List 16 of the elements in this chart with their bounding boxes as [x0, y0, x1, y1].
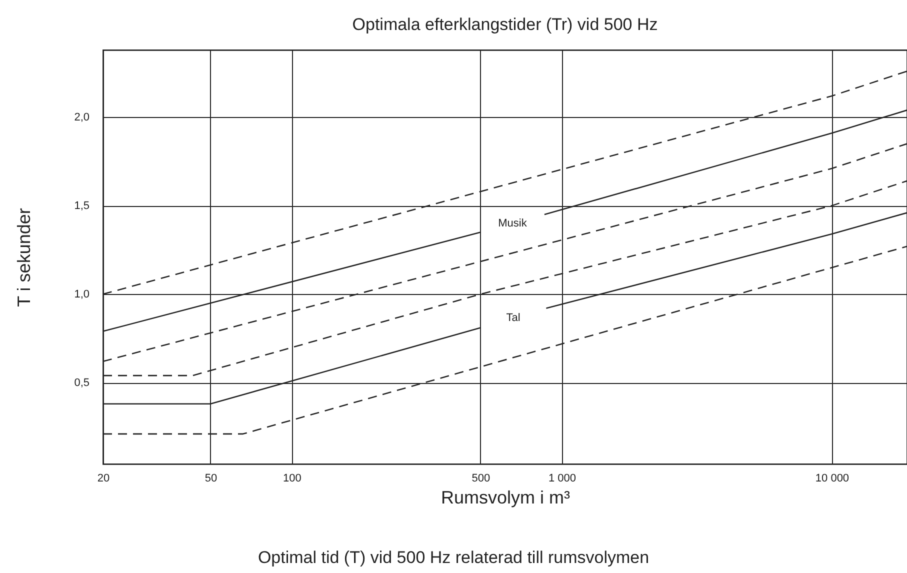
x-axis-title: Rumsvolym i m³ — [441, 488, 570, 508]
chart-title: Optimala efterklangstider (Tr) vid 500 Hz — [352, 15, 658, 34]
y-tick-label: 1,5 — [74, 200, 90, 212]
y-axis-title: T i sekunder — [14, 208, 34, 307]
x-tick-label: 10 000 — [815, 472, 850, 484]
y-tick-label: 2,0 — [74, 112, 90, 124]
text: Tal — [506, 312, 520, 324]
y-tick-label: 1,0 — [74, 288, 90, 301]
x-tick-label: 100 — [283, 472, 302, 484]
x-tick-label: 20 — [97, 472, 110, 484]
x-tick-label: 500 — [472, 472, 490, 484]
series-label: Musik — [498, 217, 528, 230]
text: Optimal tid (T) vid 500 Hz relaterad till rumsvolymen — [256, 548, 650, 568]
x-tick-label: 1 000 — [548, 472, 576, 484]
x-tick-label: 50 — [204, 472, 218, 484]
y-tick-label: 0,5 — [74, 377, 90, 390]
